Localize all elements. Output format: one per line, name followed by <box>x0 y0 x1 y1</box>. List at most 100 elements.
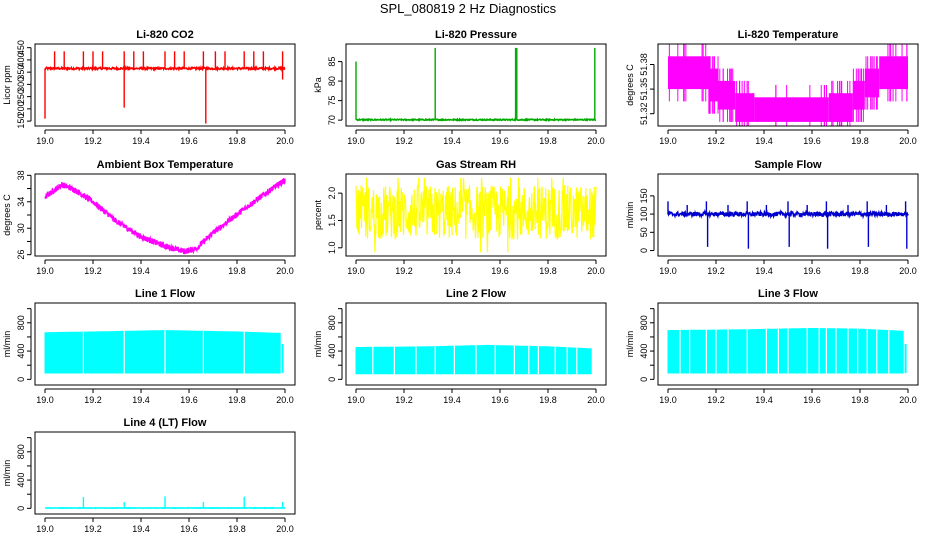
x-tick-label: 20.0 <box>276 136 294 146</box>
x-tick-label: 19.8 <box>851 395 869 405</box>
y-tick-label: 350 <box>16 65 26 80</box>
y-tick-label: 250 <box>16 89 26 104</box>
x-tick-label: 19.8 <box>228 395 246 405</box>
y-axis: 26 30 34 38 <box>16 170 32 260</box>
y-tick-label: 0 <box>327 377 337 382</box>
chart-panel-6: Sample Flow ml/min 19.0 19.2 19.4 19.6 19.8 20.… <box>625 159 919 276</box>
x-tick-label: 19.0 <box>347 395 365 405</box>
y-tick-label: 26 <box>16 250 26 260</box>
chart-panel-2: Li-820 Pressure kPa 19.0 19.2 19.4 19.6 19.8 20… <box>313 29 607 146</box>
x-axis: 19.0 19.2 19.4 19.6 19.8 20.0 <box>36 388 294 405</box>
x-tick-label: 19.2 <box>84 395 102 405</box>
y-tick-label: 0 <box>16 506 26 511</box>
series-group <box>667 201 909 249</box>
y-axis-label: degrees C <box>625 64 635 106</box>
y-axis-label: Licor ppm <box>2 65 12 105</box>
x-tick-label: 19.8 <box>539 266 557 276</box>
series-group <box>667 328 907 374</box>
y-tick-label: 0 <box>16 377 26 382</box>
y-tick-label: 400 <box>16 344 26 359</box>
plot-frame <box>657 173 919 257</box>
x-tick-label: 19.6 <box>803 395 821 405</box>
series-group <box>355 344 592 375</box>
x-tick-label: 20.0 <box>276 266 294 276</box>
x-axis: 19.0 19.2 19.4 19.6 19.8 20.0 <box>36 129 294 146</box>
x-tick-label: 19.0 <box>347 266 365 276</box>
y-axis-label: ml/min <box>2 460 12 487</box>
page-title: SPL_080819 2 Hz Diagnostics <box>379 1 557 16</box>
chart-title: Gas Stream RH <box>436 159 516 171</box>
series-group <box>44 51 286 124</box>
y-tick-label: 2.0 <box>327 187 337 200</box>
series-group <box>355 47 596 123</box>
x-tick-label: 20.0 <box>587 136 605 146</box>
y-tick-label: 75 <box>327 96 337 106</box>
y-axis: 70 75 80 85 <box>327 57 343 125</box>
x-tick-label: 19.0 <box>36 524 54 534</box>
x-tick-label: 19.2 <box>84 136 102 146</box>
plot-frame <box>34 302 296 386</box>
series-group <box>44 330 284 374</box>
x-tick-label: 19.2 <box>84 266 102 276</box>
x-axis: 19.0 19.2 19.4 19.6 19.8 20.0 <box>347 388 605 405</box>
chart-title: Line 2 Flow <box>446 288 506 300</box>
y-tick-label: 150 <box>639 188 649 203</box>
x-axis: 19.0 19.2 19.4 19.6 19.8 20.0 <box>659 388 917 405</box>
x-tick-label: 19.6 <box>803 136 821 146</box>
x-tick-label: 20.0 <box>899 266 917 276</box>
x-tick-label: 19.4 <box>132 266 150 276</box>
y-tick-label: 0 <box>639 248 649 253</box>
x-tick-label: 19.4 <box>132 524 150 534</box>
y-tick-label: 30 <box>16 223 26 233</box>
x-tick-label: 19.4 <box>443 395 461 405</box>
y-axis-label: ml/min <box>625 202 635 229</box>
chart-panel-1: Li-820 CO2 Licor ppm 19.0 19.2 19.4 19.6 19.8 2… <box>2 29 296 146</box>
x-tick-label: 19.8 <box>228 266 246 276</box>
y-axis: 0 50 100 150 <box>639 188 655 253</box>
chart-title: Line 1 Flow <box>135 288 195 300</box>
y-tick-label: 400 <box>16 52 26 67</box>
y-tick-label: 1.0 <box>327 242 337 255</box>
chart-panel-4: Ambient Box Temperature degrees C 19.0 19.2… <box>2 159 296 276</box>
x-tick-label: 19.6 <box>180 136 198 146</box>
plot-frame <box>657 43 919 127</box>
series-line <box>355 117 596 123</box>
x-axis: 19.0 19.2 19.4 19.6 19.8 20.0 <box>659 259 917 276</box>
y-tick-label: 150 <box>16 114 26 129</box>
chart-panel-7: Line 1 Flow ml/min 19.0 19.2 19.4 19.6 19.8 20.… <box>2 288 296 405</box>
x-tick-label: 19.8 <box>539 395 557 405</box>
x-tick-label: 19.4 <box>443 136 461 146</box>
y-tick-label: 34 <box>16 197 26 207</box>
x-tick-label: 19.4 <box>755 136 773 146</box>
x-tick-label: 19.0 <box>659 266 677 276</box>
y-axis: 0 400 800 <box>639 308 655 382</box>
x-tick-label: 20.0 <box>587 266 605 276</box>
x-tick-label: 19.2 <box>395 395 413 405</box>
x-tick-label: 19.6 <box>180 524 198 534</box>
y-axis-label: percent <box>313 199 323 230</box>
x-tick-label: 20.0 <box>276 395 294 405</box>
chart-title: Ambient Box Temperature <box>97 159 234 171</box>
x-axis: 19.0 19.2 19.4 19.6 19.8 20.0 <box>659 129 917 146</box>
x-tick-label: 19.6 <box>491 266 509 276</box>
y-tick-label: 800 <box>327 315 337 330</box>
x-tick-label: 19.0 <box>36 136 54 146</box>
x-tick-label: 19.4 <box>132 395 150 405</box>
y-tick-label: 400 <box>327 344 337 359</box>
y-axis-label: ml/min <box>625 331 635 358</box>
y-tick-label: 400 <box>639 344 649 359</box>
y-axis-label: degrees C <box>2 194 12 236</box>
chart-title: Line 3 Flow <box>758 288 818 300</box>
y-tick-label: 300 <box>16 77 26 92</box>
y-tick-label: 800 <box>16 315 26 330</box>
y-axis: 1.0 1.5 2.0 <box>327 187 343 255</box>
plot-frame <box>345 43 607 127</box>
y-tick-label: 800 <box>16 444 26 459</box>
flow-block <box>355 344 592 375</box>
x-tick-label: 19.0 <box>36 266 54 276</box>
x-tick-label: 19.4 <box>755 395 773 405</box>
